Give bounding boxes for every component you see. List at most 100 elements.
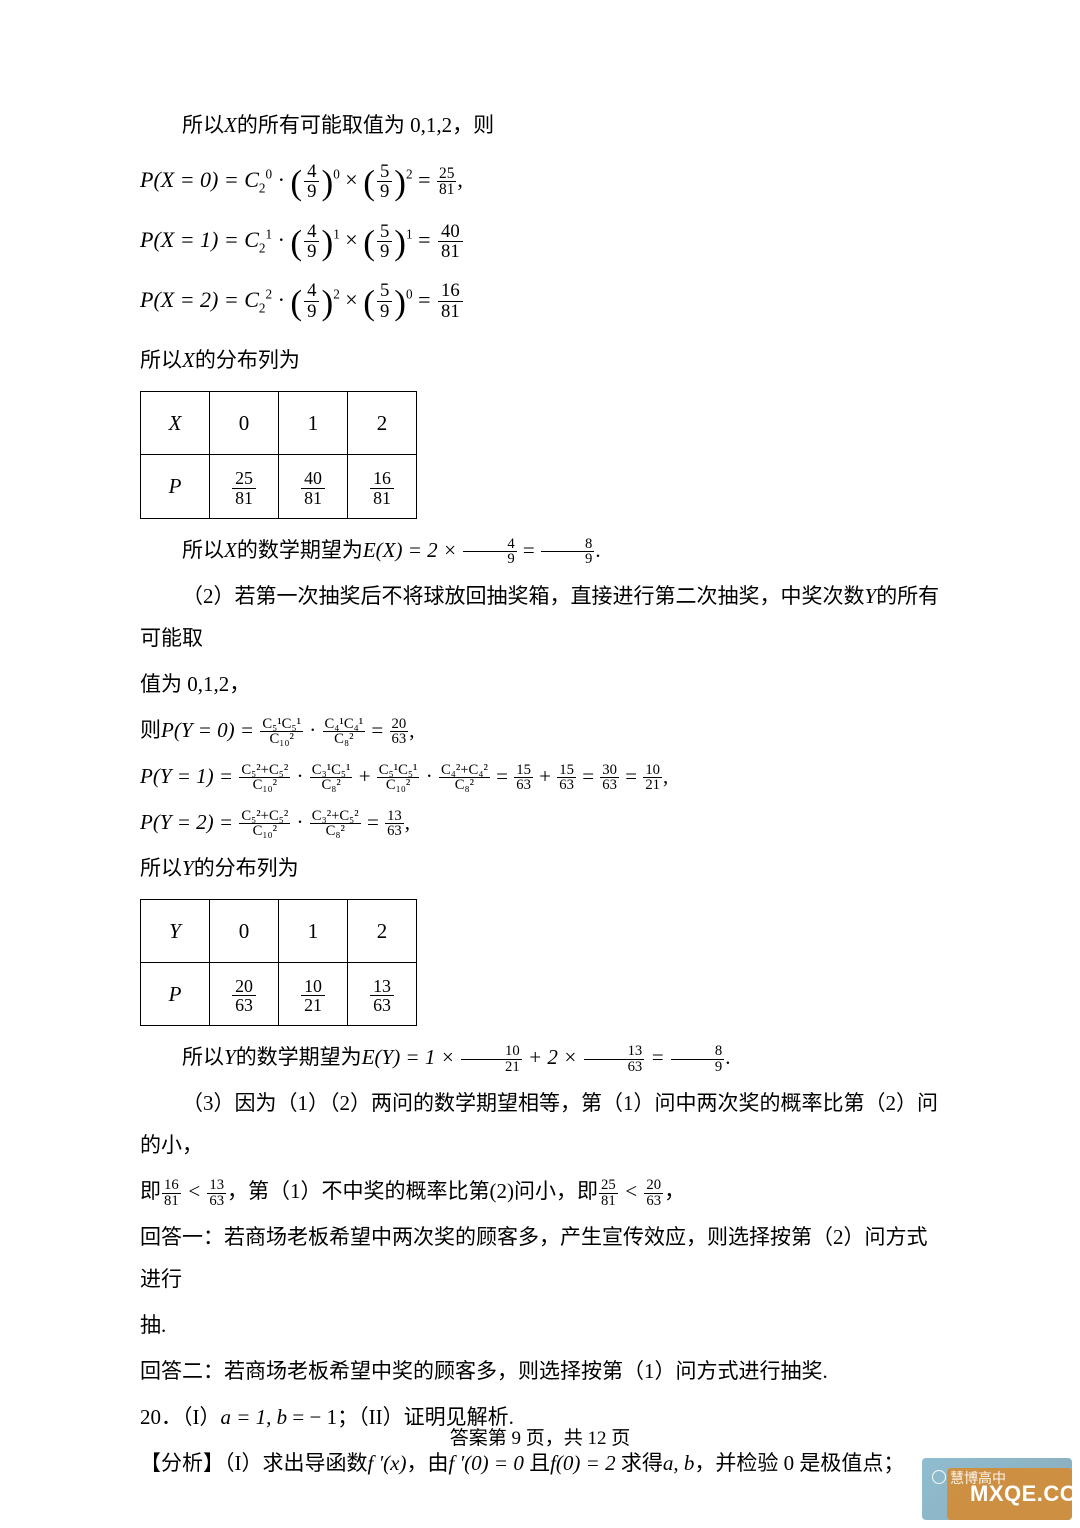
d: 63 [584,1060,645,1075]
text: 的分布列为 [195,348,300,372]
var-x: X [182,348,195,372]
exp: 1 [406,226,413,241]
lbl: P(Y = 2) = [140,810,238,834]
d: 9 [541,552,594,567]
d: 63 [514,778,533,793]
dot: · [272,286,290,311]
d: C₈² [323,732,366,747]
var-y: Y [224,1045,236,1069]
line-part2-b: 值为 0,1,2， [140,663,940,705]
rd: 81 [437,182,456,197]
lbl: P(Y = 1) = [140,764,238,788]
cell: 1363 [348,962,417,1025]
d: C₁₀² [239,778,290,793]
cell: X [141,392,210,455]
d: C₁₀² [377,778,420,793]
rd: 81 [438,302,463,322]
table-y-distribution: Y 0 1 2 P 2063 1021 1363 [140,899,417,1026]
c-lower: 2 [259,240,266,255]
cell: 1 [279,899,348,962]
text: 的数学期望为 [236,1045,362,1069]
text: 所以 [140,348,182,372]
n: 8 [671,1044,724,1060]
plus: + 2 × [523,1045,583,1069]
line-ex: 所以X的数学期望为E(X) = 2 × 49 = 89. [140,529,940,571]
lbl: P(X = 2) = C [140,286,259,311]
text: 所以 [182,1045,224,1069]
d: 63 [390,732,409,747]
formula-px1: P(X = 1) = C21 · (49)1 × (59)1 = 4081 [140,220,940,266]
line-x-values: 所以X的所有可能取值为 0,1,2，则 [140,104,940,146]
n: 5 [377,162,392,183]
line-ans1a: 回答一：若商场老板希望中两次奖的顾客多，产生宣传效应，则选择按第（2）问方式进行 [140,1216,940,1300]
cell: 4081 [279,455,348,518]
n: C₅²+C₅² [239,809,290,825]
n: 20 [390,717,409,733]
text: （2）若第一次抽奖后不将球放回抽奖箱，直接进行第二次抽奖，中奖次数 [182,584,865,608]
dot: . [595,538,600,562]
c-lower: 2 [259,180,266,195]
text: 即 [140,1179,161,1203]
n: 8 [541,537,594,553]
exp: 0 [333,167,340,182]
var-y: Y [182,856,194,880]
exp: 2 [406,167,413,182]
tail: , [457,167,463,192]
d: 63 [370,996,394,1015]
table-row: X 0 1 2 [141,392,417,455]
cell: 2 [348,392,417,455]
tail: , [663,764,668,788]
d: 81 [599,1194,618,1209]
d: 9 [304,302,319,322]
n: C₃¹C₅¹ [310,763,353,779]
d: 63 [600,778,619,793]
rn: 40 [438,222,463,243]
watermark: 慧博高中 MXQE.COM [922,1458,1072,1520]
dot: . [725,1045,730,1069]
row-label: P [169,982,182,1006]
c-lower: 2 [259,300,266,315]
n: 15 [514,763,533,779]
d: 63 [232,996,256,1015]
lbl: P(X = 0) = C [140,167,259,192]
text: 所以 [182,538,224,562]
d: C₁₀² [239,824,290,839]
eq: = [645,1045,670,1069]
exp: 1 [333,226,340,241]
n: 15 [557,763,576,779]
n: 13 [207,1178,226,1194]
n: C₅¹C₅¹ [260,717,303,733]
cell: 0 [210,392,279,455]
text: 所以 [140,856,182,880]
n: 4 [304,162,319,183]
lbl: P(X = 1) = C [140,227,259,252]
n: C₅²+C₅² [239,763,290,779]
n: 13 [584,1044,645,1060]
text: ， [664,1179,685,1203]
ze: 则 [140,718,161,742]
d: 63 [557,778,576,793]
tail: , [409,718,414,742]
dot: · [272,227,290,252]
n: 13 [385,809,404,825]
text: 的所有可能取值为 0,1,2，则 [237,113,494,137]
text: 的分布列为 [194,856,299,880]
col-head: Y [169,919,181,943]
expr: E(Y) = 1 × [362,1045,460,1069]
watermark-dot-icon [932,1470,946,1484]
n: 4 [463,537,516,553]
n: 20 [644,1178,663,1194]
d: 21 [643,778,662,793]
text: ，第（1）不中奖的概率比第(2)问小，即 [227,1179,598,1203]
formula-px2: P(X = 2) = C22 · (49)2 × (59)0 = 1681 [140,280,940,326]
d: 63 [644,1194,663,1209]
line-ans1b: 抽. [140,1304,940,1346]
formula-py1: P(Y = 1) = C₅²+C₅²C₁₀² · C₃¹C₅¹C₈² + C₅¹… [140,755,940,797]
lt: < [182,1179,207,1203]
d: 81 [370,489,394,508]
expr: E(X) = 2 × [363,538,462,562]
line-dist-y: 所以Y的分布列为 [140,847,940,889]
lbl: P(Y = 0) = [161,718,259,742]
table-row: Y 0 1 2 [141,899,417,962]
d: C₈² [310,778,353,793]
